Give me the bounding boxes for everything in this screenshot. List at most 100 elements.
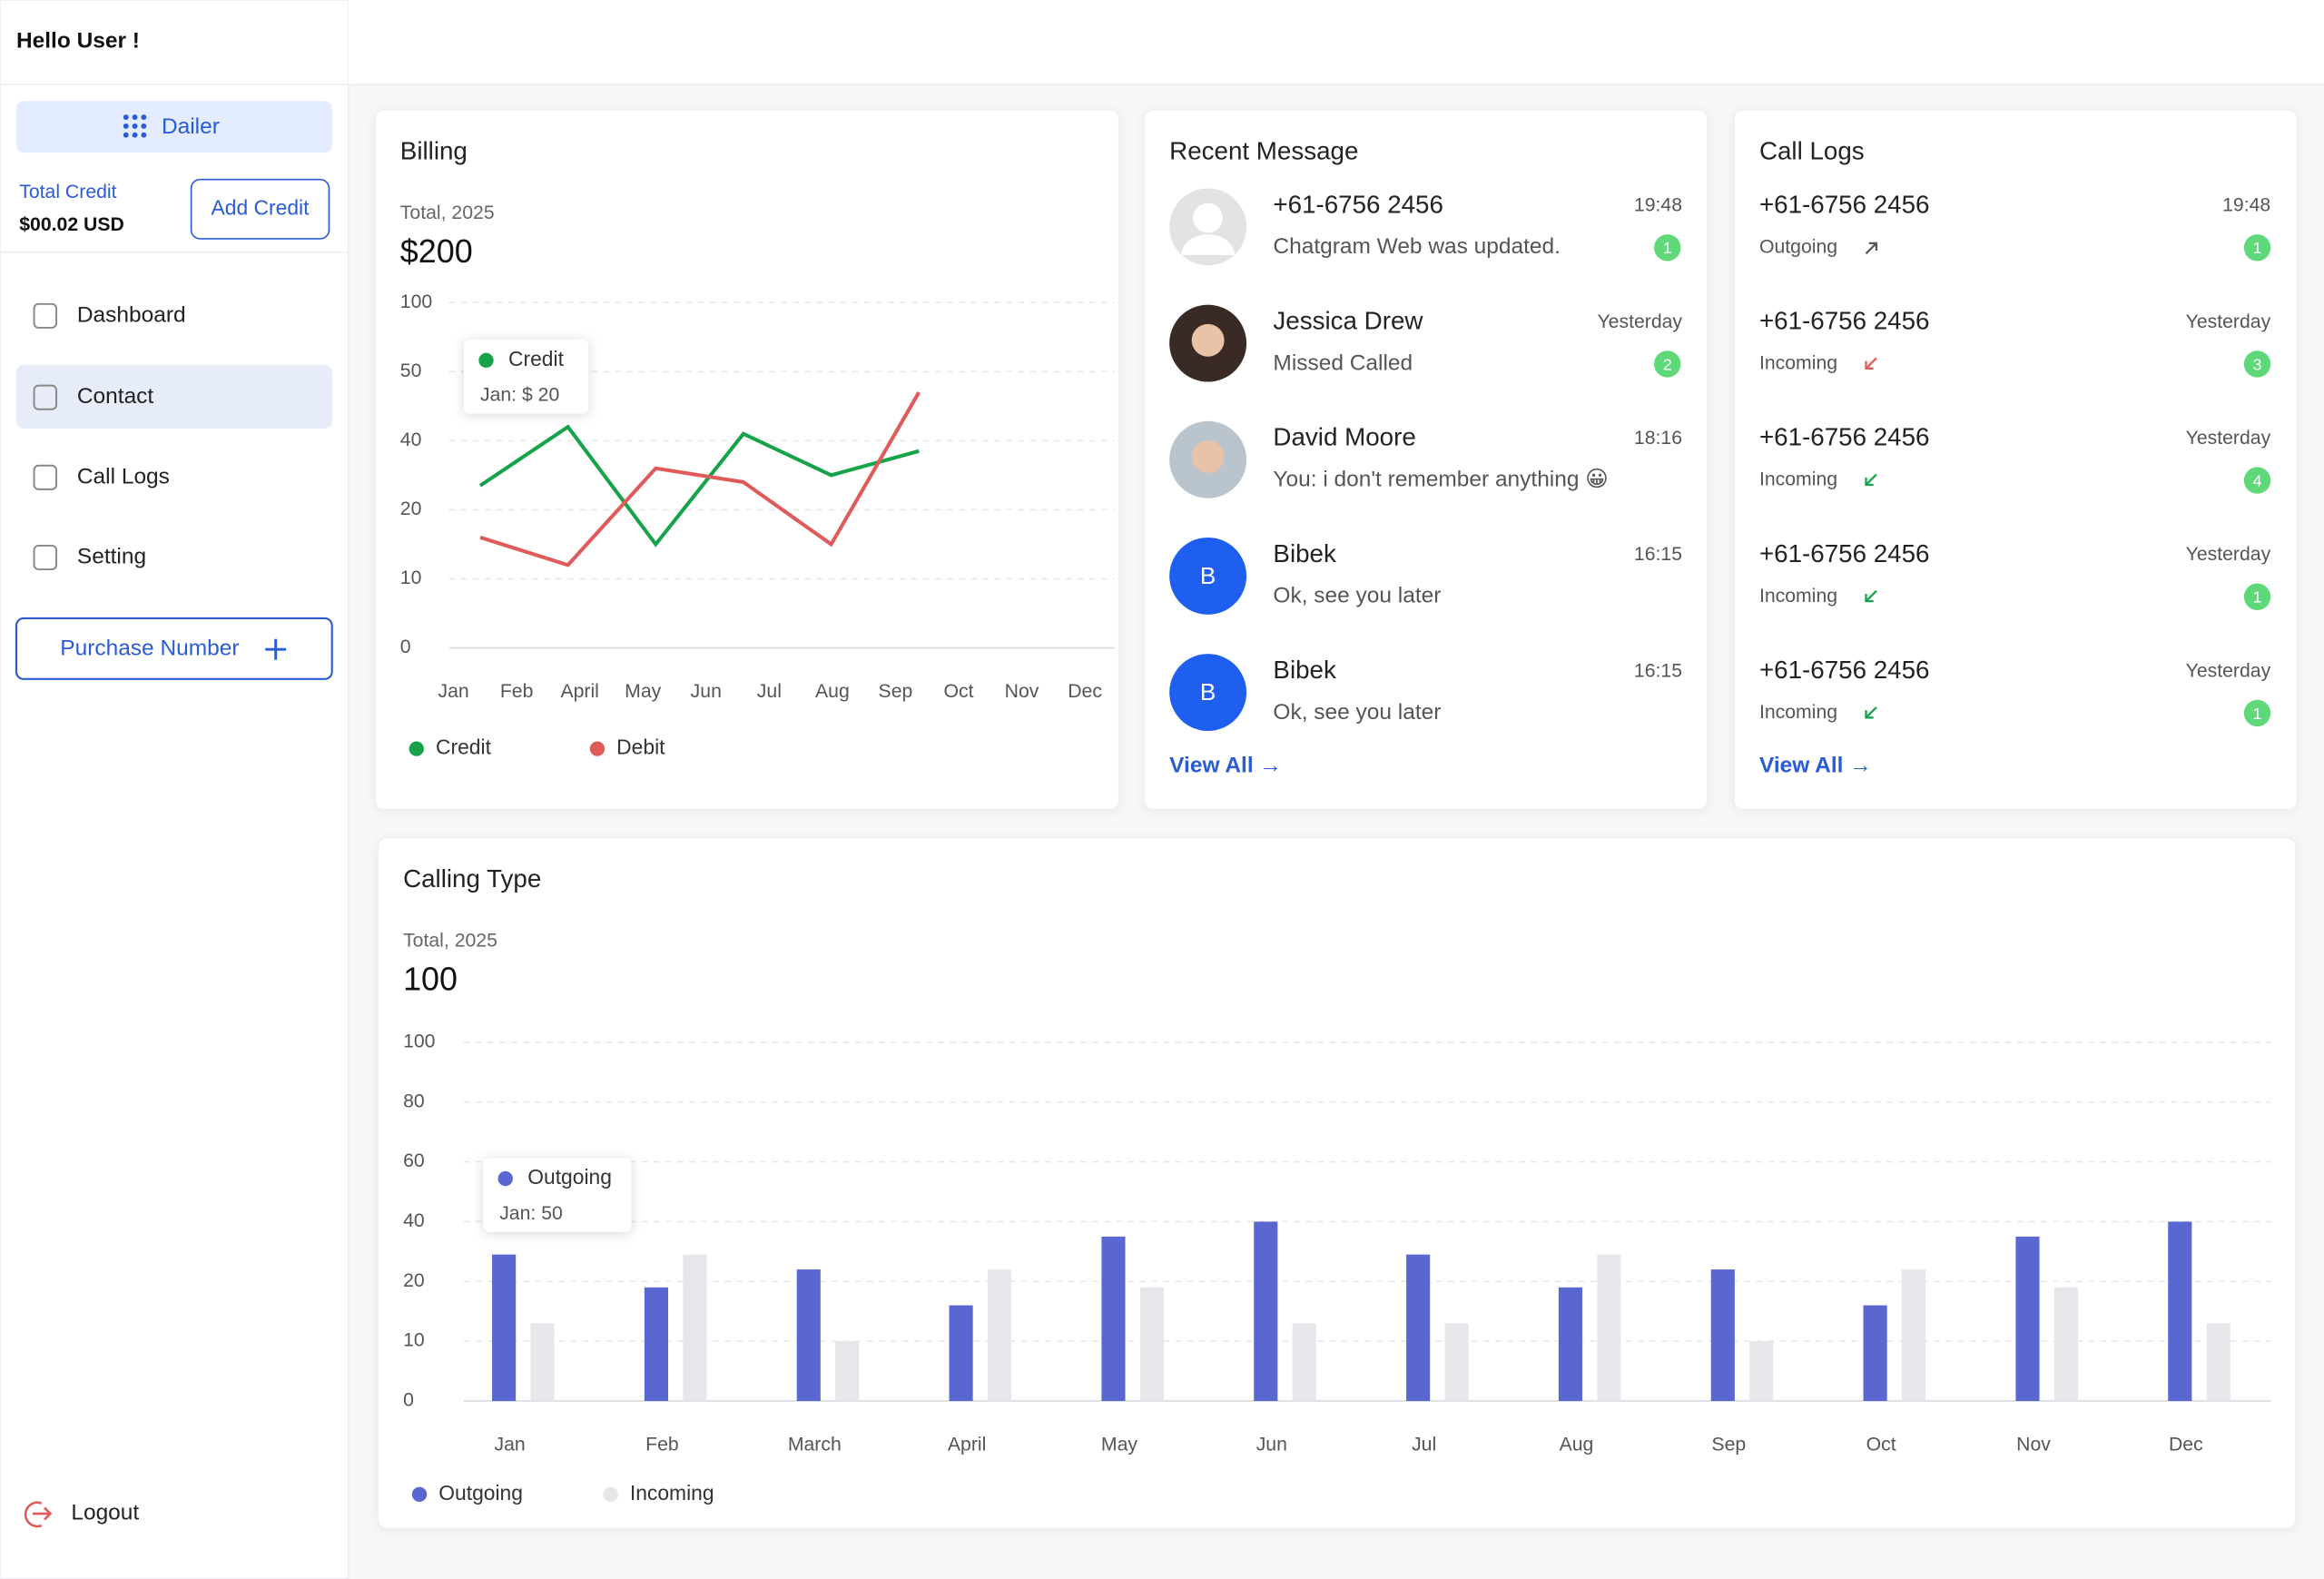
call-time: Yesterday <box>2186 544 2271 565</box>
message-item[interactable] <box>1169 304 1247 382</box>
call-time: Yesterday <box>2186 660 2271 681</box>
tooltip <box>464 339 589 414</box>
bar <box>492 1254 517 1401</box>
message-text: Chatgram Web was updated. <box>1273 234 1560 259</box>
nav-item[interactable] <box>33 544 58 571</box>
nav-icon <box>33 384 58 410</box>
avatar-body <box>1181 234 1235 255</box>
message-item[interactable] <box>1169 537 1247 615</box>
x-tick-label: Jun <box>1256 1435 1287 1456</box>
card-title: Recent Message <box>1169 137 1358 165</box>
call-direction: Incoming <box>1759 586 1837 607</box>
badge-count: 1 <box>1663 239 1672 257</box>
add-credit-button[interactable] <box>190 178 330 240</box>
y-tick-label: 60 <box>403 1150 425 1171</box>
legend-label: Credit <box>436 735 492 759</box>
message-item[interactable] <box>1169 188 1247 266</box>
x-tick-label: Dec <box>1068 681 1102 702</box>
nav-item[interactable] <box>33 464 58 490</box>
nav-icon <box>33 544 58 571</box>
message-text: You: i don't remember anything 😀 <box>1273 468 1608 492</box>
call-number: +61-6756 2456 <box>1759 190 1930 218</box>
avatar-face <box>1191 440 1225 473</box>
badge <box>2243 699 2271 727</box>
dialer-bg <box>15 101 332 153</box>
y-tick-label: 20 <box>403 1270 425 1291</box>
call-time: 19:48 <box>2222 195 2270 216</box>
x-tick-label: Sep <box>1711 1435 1746 1456</box>
bar <box>1597 1254 1621 1401</box>
contact-name: Bibek <box>1273 539 1336 567</box>
x-tick-label: Jul <box>757 681 782 702</box>
badge <box>1654 234 1681 262</box>
message-text: Ok, see you later <box>1273 700 1441 725</box>
chart-title: Billing <box>400 137 468 165</box>
bar <box>1444 1323 1469 1401</box>
top-bar <box>348 0 2324 85</box>
bar <box>2168 1221 2192 1401</box>
bar <box>2206 1323 2230 1401</box>
x-tick-label: Oct <box>1866 1435 1896 1456</box>
dialer-label: Dailer <box>162 114 220 139</box>
legend-label: Outgoing <box>438 1481 523 1505</box>
y-tick-label: 80 <box>403 1090 425 1111</box>
call-number: +61-6756 2456 <box>1759 539 1930 567</box>
y-tick-label: 40 <box>400 429 422 450</box>
contact-name: Bibek <box>1273 656 1336 684</box>
y-tick-label: 50 <box>400 360 422 381</box>
avatar-face <box>1191 323 1225 357</box>
message-time: 18:16 <box>1634 428 1682 449</box>
card <box>377 836 2297 1530</box>
y-tick-label: 20 <box>400 498 422 519</box>
chart-subtitle: Total, 2025 <box>400 202 495 223</box>
bar <box>1292 1323 1316 1401</box>
legend-label: Debit <box>616 735 665 759</box>
avatar <box>1169 537 1247 615</box>
bar <box>949 1305 973 1401</box>
x-tick-label: Aug <box>1560 1435 1594 1456</box>
logout[interactable] <box>24 1501 53 1528</box>
bar <box>1863 1305 1887 1401</box>
message-item[interactable] <box>1169 654 1247 732</box>
legend-dot <box>603 1486 618 1502</box>
tooltip-series: Outgoing <box>527 1165 612 1189</box>
call-direction: Incoming <box>1759 702 1837 723</box>
message-item[interactable] <box>1169 420 1247 498</box>
card-title: Call Logs <box>1759 137 1865 165</box>
x-tick-label: March <box>788 1435 842 1456</box>
dialer-icon-dot <box>132 123 138 129</box>
tooltip-dot <box>478 352 494 369</box>
badge <box>1654 350 1681 378</box>
call-number: +61-6756 2456 <box>1759 423 1930 451</box>
contact-name: David Moore <box>1273 423 1415 451</box>
bar <box>988 1269 1012 1401</box>
tooltip-label: Jan: 50 <box>499 1203 563 1224</box>
bar <box>1406 1254 1431 1401</box>
add-credit-bg <box>190 178 330 240</box>
badge <box>2243 350 2271 378</box>
x-tick-label: Feb <box>500 681 534 702</box>
greeting: Hello User ! <box>16 28 140 53</box>
x-tick-label: April <box>560 681 598 702</box>
nav-label: Contact <box>77 384 154 409</box>
purchase-button[interactable] <box>15 617 333 680</box>
dialer-icon-dot <box>123 114 129 121</box>
dialer-button[interactable] <box>15 101 332 153</box>
bar <box>530 1323 555 1401</box>
y-tick-label: 10 <box>403 1330 425 1351</box>
y-tick-label: 100 <box>400 291 432 312</box>
nav-item[interactable] <box>15 364 332 429</box>
call-number: +61-6756 2456 <box>1759 307 1930 335</box>
line-series <box>479 391 921 567</box>
x-tick-label: Nov <box>2016 1435 2051 1456</box>
badge-count: 2 <box>1663 355 1672 373</box>
badge-count: 3 <box>2253 355 2262 373</box>
tooltip <box>483 1158 632 1232</box>
bar <box>1710 1269 1735 1401</box>
dialer-icon-dot <box>123 123 129 129</box>
view-all[interactable]: View All → <box>1169 754 1282 778</box>
bar <box>1749 1341 1774 1401</box>
view-all[interactable]: View All → <box>1759 754 1872 778</box>
nav-item[interactable] <box>33 302 58 329</box>
